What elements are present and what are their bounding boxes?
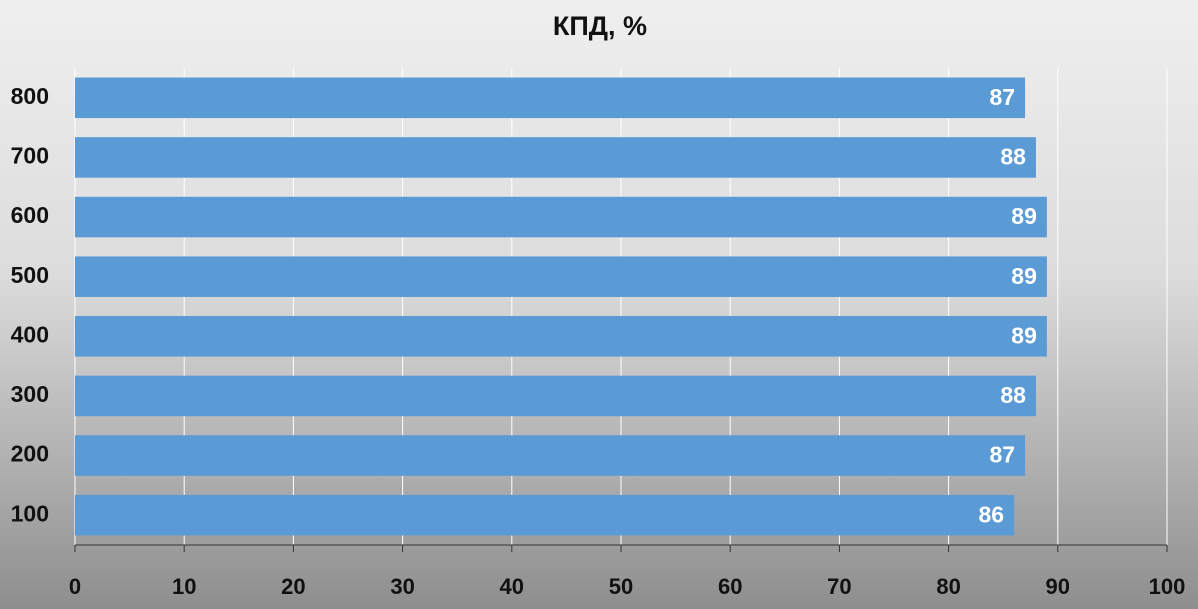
y-tick-label: 400 [11,321,49,347]
value-label: 88 [1000,144,1026,170]
x-tick-label: 70 [827,574,851,599]
bar [75,256,1047,297]
y-tick-label: 600 [11,202,49,228]
bar [75,375,1036,417]
x-tick-label: 30 [390,574,414,599]
x-tick-label: 40 [500,574,524,599]
x-tick-label: 100 [1149,574,1186,599]
chart-title: КПД, % [553,11,647,41]
bar [75,316,1047,357]
y-tick-label: 200 [11,441,49,467]
x-tick-label: 10 [172,574,196,599]
bar [75,435,1026,476]
y-tick-label: 800 [11,83,49,109]
bar [75,137,1036,178]
x-tick-label: 90 [1046,574,1070,599]
value-label: 89 [1011,203,1037,229]
value-label: 86 [979,501,1005,527]
x-tick-label: 80 [936,574,960,599]
bar [75,494,1015,536]
y-tick-label: 300 [11,381,49,407]
value-label: 87 [989,84,1015,110]
y-tick-label: 100 [11,500,49,526]
x-tick-label: 50 [609,574,633,599]
value-label: 89 [1011,263,1037,289]
value-label: 87 [989,442,1015,468]
bar [75,77,1026,119]
x-tick-label: 20 [281,574,305,599]
y-tick-label: 700 [11,143,49,169]
value-label: 89 [1011,322,1037,348]
y-tick-label: 500 [11,262,49,288]
x-tick-label: 0 [69,574,81,599]
x-tick-label: 60 [718,574,742,599]
bar [75,196,1047,238]
value-label: 88 [1000,382,1026,408]
